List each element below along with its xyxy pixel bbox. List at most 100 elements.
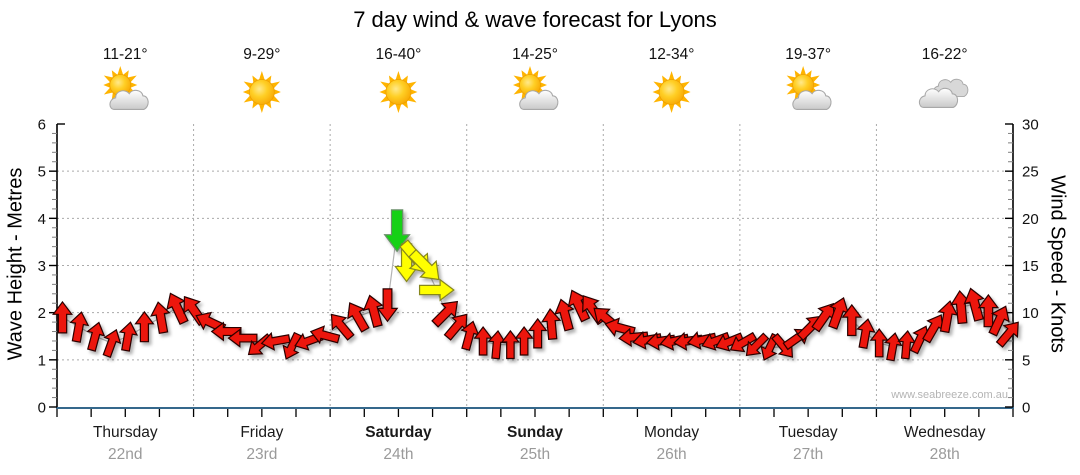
sun-ray [799, 66, 807, 76]
day-temperature: 16-22° [922, 46, 968, 63]
day-date-label: 22nd [108, 446, 142, 463]
wind-arrow [937, 300, 959, 334]
wave-tick-label: 0 [38, 400, 46, 417]
sun-ray [409, 88, 418, 96]
day-name-label: Thursday [93, 424, 158, 441]
wind-arrow [69, 311, 90, 343]
sun-ray [103, 81, 112, 89]
wind-tick-label: 10 [1022, 305, 1039, 322]
wave-tick-label: 1 [38, 352, 46, 369]
sun-cloud-icon [513, 66, 559, 110]
wind-arrow [729, 331, 758, 353]
right-axis-title: Wind Speed - Knots [1046, 175, 1069, 353]
axes [56, 124, 1014, 409]
day-name-label: Saturday [365, 424, 432, 441]
watermark: www.seabreeze.com.au [891, 389, 1008, 401]
wind-arrow [118, 321, 139, 352]
sun-ray [395, 71, 402, 81]
wind-arrow [260, 331, 291, 351]
gridlines [57, 124, 1013, 407]
clouds-icon [918, 78, 969, 108]
wind-arrow [500, 329, 520, 360]
day-temperature: 19-37° [785, 46, 831, 63]
left-axis-title: Wave Height - Metres [4, 167, 27, 361]
wind-arrow [745, 332, 770, 357]
day-temperature: 11-21° [103, 46, 148, 63]
wave-tick-label: 2 [38, 305, 46, 322]
cloud-shape [109, 89, 149, 110]
sun-ray [117, 66, 124, 76]
wind-arrow [431, 300, 459, 328]
wind-arrow [856, 318, 876, 350]
sun-ray [786, 81, 795, 89]
day-date-label: 26th [656, 446, 686, 463]
sun-ray [395, 103, 402, 113]
sun-ray [242, 88, 251, 96]
sun-ray [129, 81, 138, 89]
wave-tick-label: 6 [38, 117, 46, 134]
wind-tick-label: 30 [1022, 117, 1039, 134]
axis-tick-labels: 0 1 2 3 4 5 6 0 5 10 15 20 25 30 [38, 117, 1039, 417]
sun-ray [258, 103, 266, 113]
sun-icon [652, 71, 691, 113]
day-name-label: Sunday [507, 424, 563, 441]
wind-arrow [554, 298, 575, 332]
day-name-label: Tuesday [779, 424, 838, 441]
wave-tick-label: 3 [38, 258, 46, 275]
wave-tick-label: 4 [38, 211, 46, 228]
wind-arrow [540, 308, 562, 341]
wind-arrow [282, 331, 302, 360]
axis-ticks [49, 123, 1014, 417]
wave-tick-label: 5 [38, 164, 46, 181]
day-name-label: Monday [644, 424, 699, 441]
wind-arrow [309, 325, 341, 345]
wind-arrow [963, 287, 985, 322]
wind-tick-label: 25 [1022, 164, 1039, 181]
cloud-shape [792, 89, 832, 110]
wind-arrow [487, 329, 507, 360]
wind-tick-label: 5 [1022, 352, 1030, 369]
day-headers: 11-21° Thursday 22nd 9-29° Friday 23rd 16-40° S… [93, 46, 986, 463]
wind-arrow [383, 209, 411, 253]
wind-arrow [330, 313, 355, 341]
wind-arrow [841, 303, 863, 337]
wind-arrow [883, 332, 903, 362]
wind-arrow [362, 294, 384, 328]
wind-arrow [869, 327, 889, 358]
wind-arrow [514, 325, 534, 356]
day-date-label: 27th [793, 446, 823, 463]
wind-arrow [408, 248, 440, 281]
sun-ray [526, 66, 534, 76]
wind-arrow-series [52, 209, 1019, 362]
day-temperature: 12-34° [649, 46, 695, 63]
wind-arrow [210, 321, 242, 342]
sun-ray [682, 88, 691, 96]
sun-ray [379, 88, 388, 96]
wind-arrow [134, 310, 155, 343]
sun-icon [242, 71, 281, 113]
wind-arrow [150, 301, 171, 335]
sun-ray [258, 71, 266, 81]
cloud-shape [918, 87, 959, 108]
wind-arrow [988, 305, 1010, 337]
day-date-label: 25th [520, 446, 550, 463]
sun-disc [658, 79, 685, 105]
wind-tick-label: 0 [1022, 400, 1030, 417]
wind-arrow [977, 293, 1000, 328]
day-date-label: 28th [930, 446, 960, 463]
sun-ray [272, 88, 281, 96]
sun-icon [379, 71, 418, 113]
day-temperature: 14-25° [512, 46, 558, 63]
wind-arrow [347, 302, 370, 333]
day-name-label: Wednesday [904, 424, 986, 441]
day-date-label: 24th [383, 446, 413, 463]
sun-ray [668, 103, 675, 113]
wind-arrow [527, 317, 548, 349]
wind-arrow [995, 321, 1019, 348]
day-temperature: 9-29° [243, 46, 280, 63]
sun-ray [812, 81, 821, 89]
sun-ray [513, 81, 521, 89]
sun-ray [652, 88, 661, 96]
